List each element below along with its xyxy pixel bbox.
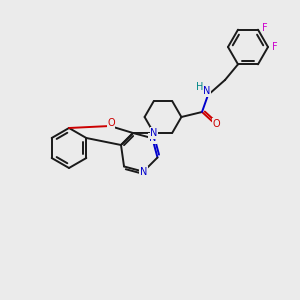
Text: F: F — [262, 23, 268, 33]
Text: H: H — [196, 82, 204, 92]
Text: N: N — [140, 167, 147, 177]
Text: F: F — [272, 42, 278, 52]
Text: O: O — [107, 118, 115, 128]
Text: O: O — [212, 119, 220, 129]
Text: N: N — [148, 133, 156, 143]
Text: N: N — [150, 128, 158, 138]
Text: N: N — [203, 86, 211, 96]
